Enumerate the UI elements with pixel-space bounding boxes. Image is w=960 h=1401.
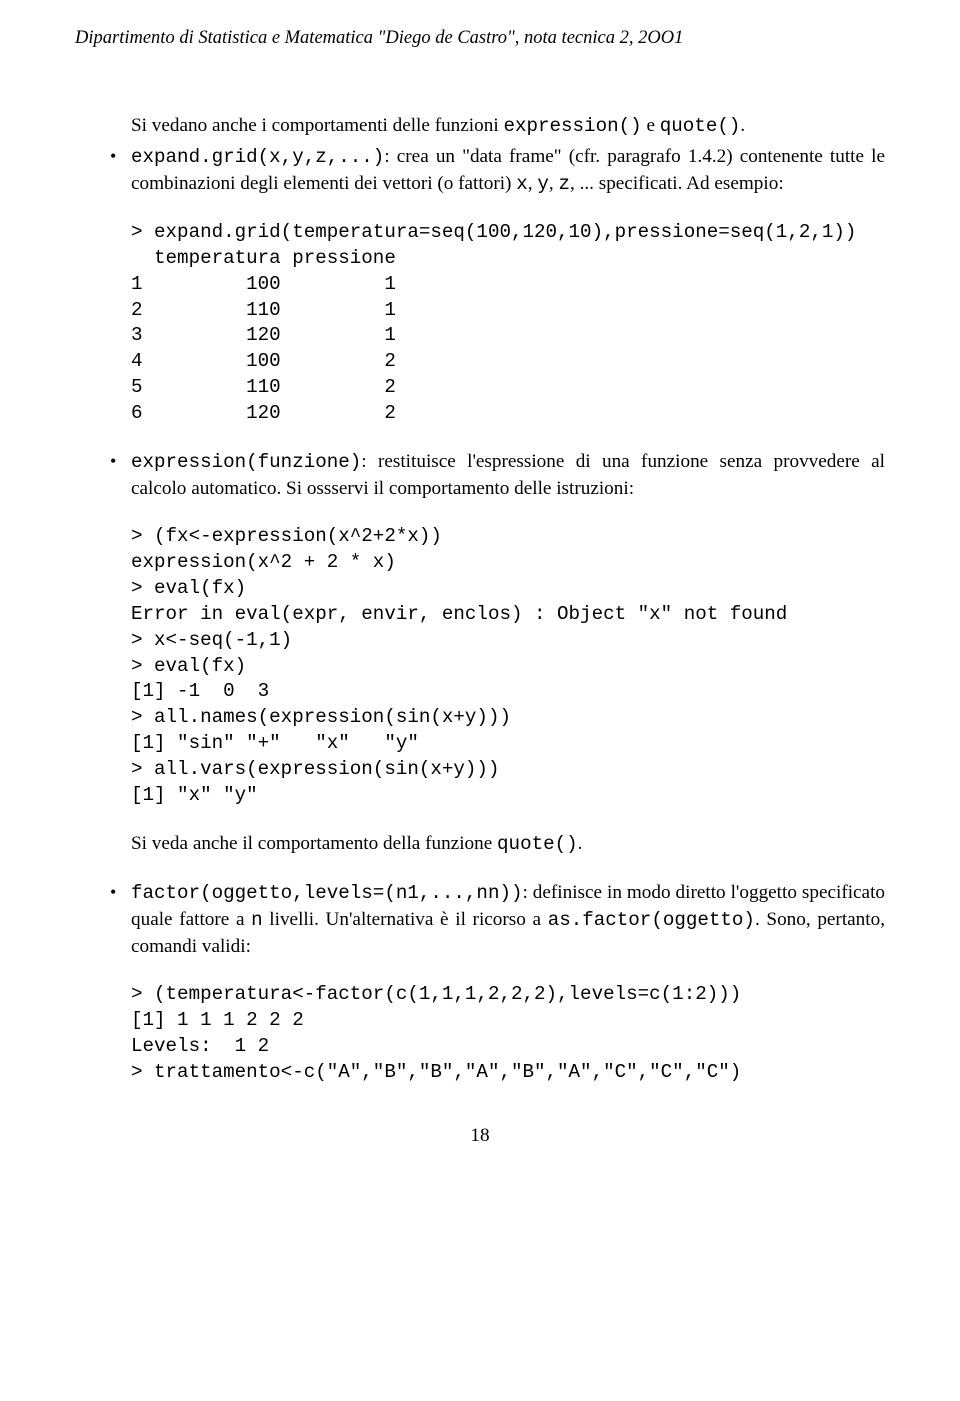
item-text: expand.grid(x,y,z,...): crea un "data fr… (131, 144, 885, 198)
text-span: , (528, 173, 538, 194)
header-num: 2 (620, 28, 629, 48)
code-span: expand.grid(x,y,z,...) (131, 146, 384, 168)
page: Dipartimento di Statistica e Matematica … (0, 0, 960, 1179)
text-span: Si veda anche il comportamento della fun… (131, 833, 497, 854)
bullet-list: expand.grid(x,y,z,...): crea un "data fr… (113, 144, 885, 1086)
code-span: z (558, 173, 570, 195)
para-code1: expression() (503, 115, 641, 137)
text-span: , ... specificati. Ad esempio: (570, 173, 784, 194)
para-post: . (740, 115, 745, 136)
list-item: factor(oggetto,levels=(n1,...,nn)): defi… (113, 880, 885, 1085)
running-header: Dipartimento di Statistica e Matematica … (75, 26, 885, 51)
page-number: 18 (75, 1123, 885, 1149)
item-after-text: Si veda anche il comportamento della fun… (131, 831, 885, 858)
code-span: n (251, 909, 263, 931)
code-span: as.factor(oggetto) (548, 909, 755, 931)
header-text-pre: Dipartimento di Statistica e Matematica … (75, 28, 620, 48)
header-text-post: , 2OO1 (629, 28, 683, 48)
para-code2: quote() (660, 115, 741, 137)
text-span: livelli. Un'alternativa è il ricorso a (263, 909, 548, 930)
list-item: expand.grid(x,y,z,...): crea un "data fr… (113, 144, 885, 427)
text-span: . (578, 833, 583, 854)
continuation-paragraph: Si vedano anche i comportamenti delle fu… (131, 113, 885, 140)
code-span: x (516, 173, 528, 195)
list-item: expression(funzione): restituisce l'espr… (113, 449, 885, 858)
code-block: > (fx<-expression(x^2+2*x)) expression(x… (131, 524, 885, 809)
code-span: quote() (497, 833, 578, 855)
text-span: , (549, 173, 559, 194)
para-pre: Si vedano anche i comportamenti delle fu… (131, 115, 503, 136)
item-text: factor(oggetto,levels=(n1,...,nn)): defi… (131, 880, 885, 960)
code-span: y (537, 173, 549, 195)
code-block: > expand.grid(temperatura=seq(100,120,10… (131, 220, 885, 427)
code-span: factor(oggetto,levels=(n1,...,nn)) (131, 882, 523, 904)
para-mid: e (642, 115, 660, 136)
item-text: expression(funzione): restituisce l'espr… (131, 449, 885, 502)
code-block: > (temperatura<-factor(c(1,1,1,2,2,2),le… (131, 982, 885, 1086)
code-span: expression(funzione) (131, 451, 361, 473)
